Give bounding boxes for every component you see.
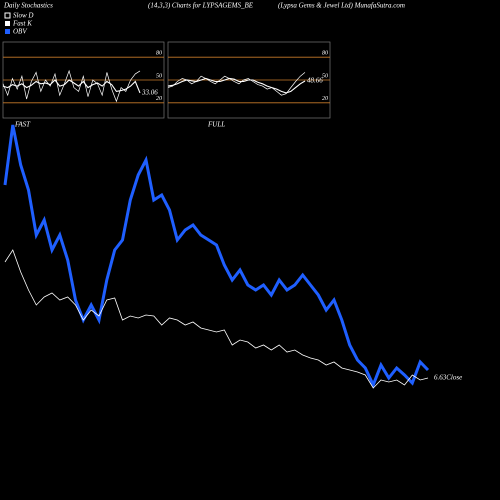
last-close-label: 6.63 (434, 374, 447, 382)
header-left: Daily Stochastics (3, 2, 53, 10)
header-center: (14,3,3) Charts for LYPSAGEMS_BE (148, 2, 254, 10)
legend-swatch (5, 29, 10, 34)
panel-title: FULL (207, 121, 225, 129)
legend-swatch (4, 12, 11, 19)
legend-swatch (5, 21, 10, 26)
stoch-line (2, 79, 141, 94)
y-tick-label: 50 (156, 73, 162, 79)
legend-label: OBV (13, 28, 27, 36)
obv-line (3, 124, 430, 389)
panel-title: FAST (14, 121, 31, 129)
legend-label: Slow D (13, 12, 33, 20)
last-value-label: 48.66 (307, 77, 323, 85)
header-right: (Lypsa Gems & Jewel Ltd) MunafaSutra.com (278, 2, 405, 10)
close-name: Close (446, 374, 462, 382)
close-line (4, 249, 429, 389)
legend-label: Fast K (12, 20, 32, 28)
y-tick-label: 80 (156, 51, 162, 57)
y-tick-label: 80 (322, 51, 328, 57)
stoch-line (167, 72, 306, 96)
y-tick-label: 20 (156, 96, 162, 102)
last-value-label: 33.06 (141, 88, 158, 96)
y-tick-label: 20 (322, 96, 328, 102)
stoch-line (167, 77, 306, 94)
y-tick-label: 50 (322, 73, 328, 79)
stoch-line (2, 69, 141, 103)
